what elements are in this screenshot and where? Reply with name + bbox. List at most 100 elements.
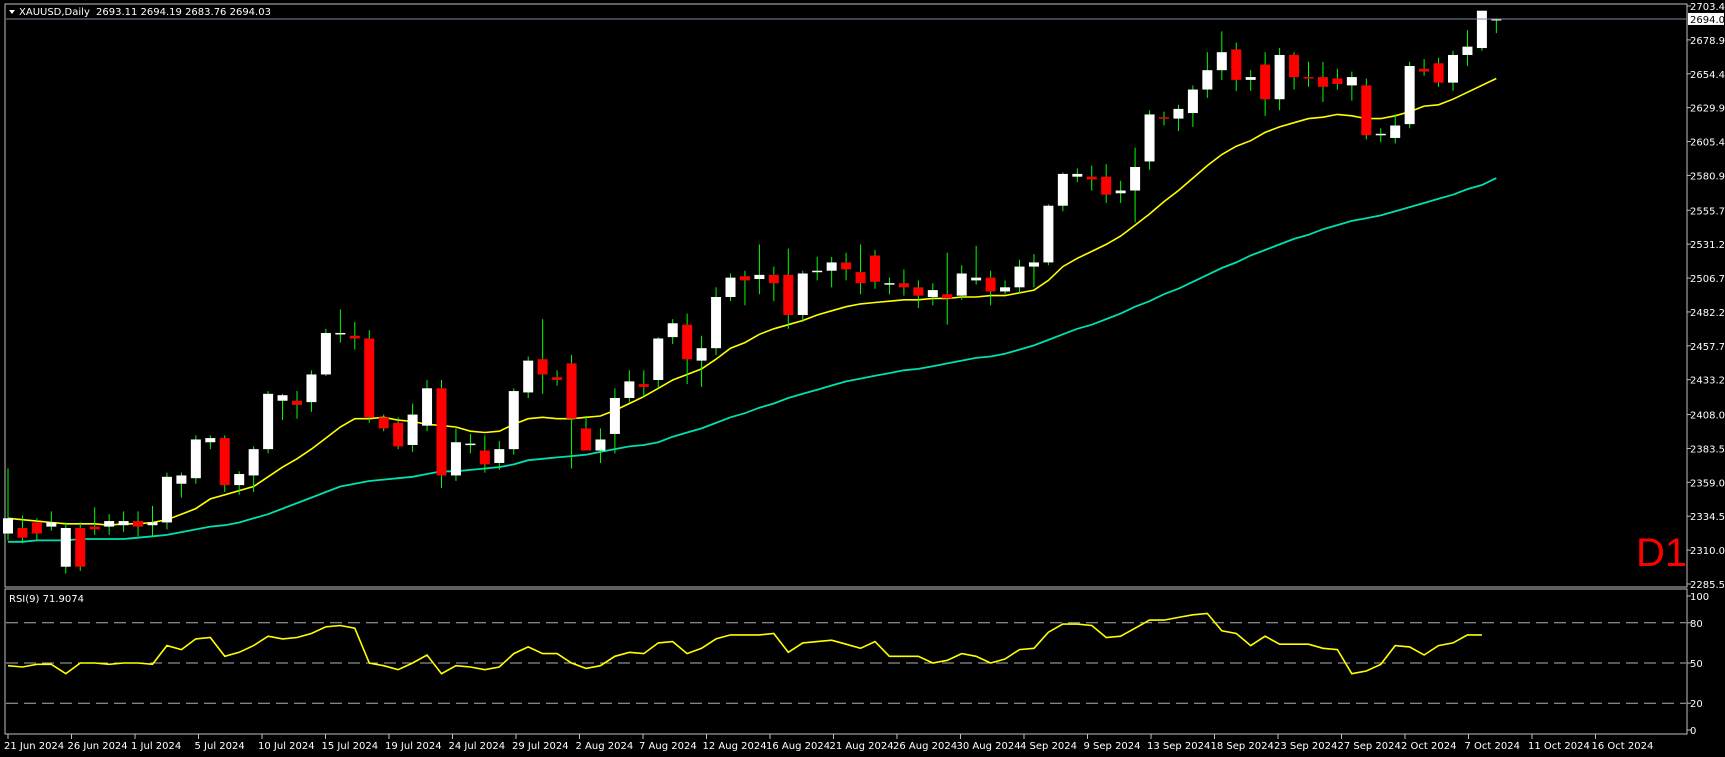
candle-bull	[927, 290, 938, 298]
candle-bull	[190, 439, 201, 479]
timeframe-watermark: D1	[1636, 531, 1687, 575]
candle-bull	[653, 338, 664, 380]
price-tick-label: 2482.20	[1690, 308, 1725, 319]
price-tick-label: 2383.50	[1690, 444, 1725, 455]
candle-bull	[60, 527, 71, 567]
time-tick-label: 27 Sep 2024	[1338, 741, 1401, 752]
time-tick-label: 21 Aug 2024	[830, 741, 894, 752]
time-tick-label: 5 Jul 2024	[195, 741, 245, 752]
candle-bull	[797, 273, 808, 315]
candle-bull	[422, 388, 433, 426]
candle-bull	[335, 332, 346, 335]
time-tick-label: 18 Sep 2024	[1211, 741, 1274, 752]
candle-bull	[956, 273, 967, 296]
rsi-axis: 100 80 50 20 0	[1687, 592, 1709, 737]
candle-bull	[3, 518, 13, 534]
price-tick-label: 2285.50	[1690, 580, 1725, 591]
candle-bull	[46, 522, 57, 527]
candle-bear	[436, 388, 447, 476]
candle-bull	[523, 360, 534, 393]
price-tick-label: 2678.90	[1690, 36, 1725, 47]
time-tick-label: 21 Jun 2024	[4, 741, 64, 752]
rsi-tick-label: 0	[1690, 726, 1696, 737]
price-tick-label: 2703.40	[1690, 2, 1725, 13]
time-tick-label: 12 Aug 2024	[703, 741, 767, 752]
price-tick-label: 2580.90	[1690, 171, 1725, 182]
candle-bear	[768, 274, 779, 284]
rsi-series	[7, 612, 1482, 675]
ma-fast-series	[7, 77, 1497, 527]
candle-bull	[812, 270, 823, 273]
candle-bear	[913, 287, 924, 296]
time-tick-label: 11 Oct 2024	[1528, 741, 1590, 752]
time-tick-label: 24 Jul 2024	[449, 741, 506, 752]
candle-bull	[667, 323, 678, 338]
candle-bear	[1419, 68, 1430, 72]
candle-bull	[234, 474, 245, 486]
candle-bull	[1202, 70, 1213, 90]
ma-slow-series	[8, 177, 1497, 543]
candle-bull	[1491, 18, 1502, 21]
price-tick-label: 2408.00	[1690, 411, 1725, 422]
rsi-tick-label: 50	[1690, 659, 1703, 670]
candle-bear	[1361, 85, 1372, 136]
candle-bear	[479, 450, 490, 465]
candle-bull	[696, 348, 707, 361]
candle-bull	[711, 297, 722, 349]
candle-bull	[609, 397, 620, 434]
candle-bear	[537, 359, 548, 375]
candle-bull	[1390, 125, 1401, 138]
time-tick-label: 26 Aug 2024	[893, 741, 957, 752]
candle-bull	[1043, 205, 1054, 263]
rsi-tick-label: 100	[1690, 592, 1709, 603]
rsi-line	[7, 612, 1482, 675]
candle-bear	[31, 522, 42, 534]
candle-bull	[450, 442, 461, 476]
candle-bull	[1072, 173, 1083, 177]
candle-bear	[393, 422, 404, 447]
candle-bull	[1014, 266, 1025, 288]
rsi-panel-frame	[4, 588, 1688, 735]
time-tick-label: 26 Jun 2024	[68, 741, 128, 752]
candle-bull	[306, 374, 317, 403]
price-tick-label: 2654.40	[1690, 70, 1725, 81]
candle-bear	[581, 428, 591, 451]
candle-bear	[1303, 77, 1314, 79]
rsi-title-label: RSI(9) 71.9074	[9, 594, 84, 605]
triangle-down-icon[interactable]	[9, 10, 15, 14]
time-tick-label: 9 Sep 2024	[1084, 741, 1141, 752]
symbol-label: XAUUSD,Daily	[19, 7, 90, 18]
time-tick-label: 23 Sep 2024	[1274, 741, 1337, 752]
candle-bull	[465, 443, 476, 446]
price-axis: 2703.40 2678.90 2654.40 2629.90 2605.40 2580.…	[1687, 2, 1725, 591]
candles-series	[3, 10, 1502, 574]
price-tick-label: 2555.70	[1690, 206, 1725, 217]
candle-bear	[566, 363, 577, 419]
candle-bear	[942, 294, 953, 299]
time-tick-label: 10 Jul 2024	[258, 741, 315, 752]
candle-bear	[1231, 49, 1242, 80]
time-tick-label: 19 Jul 2024	[385, 741, 442, 752]
ma-slow-line	[8, 177, 1497, 543]
last-price-badge	[1688, 12, 1724, 25]
candle-bull	[1448, 54, 1458, 83]
price-tick-label: 2531.20	[1690, 240, 1725, 251]
candle-bear	[855, 272, 866, 284]
candle-bear	[133, 521, 144, 527]
price-tick-label: 2310.00	[1690, 546, 1725, 557]
candle-bull	[104, 521, 115, 527]
candle-bull	[1028, 262, 1039, 267]
candle-bull	[508, 391, 519, 450]
candle-bear	[378, 417, 389, 429]
candle-bull	[176, 475, 187, 484]
candle-bull	[1375, 133, 1386, 136]
rsi-tick-label: 80	[1690, 619, 1703, 630]
time-tick-label: 16 Oct 2024	[1592, 741, 1654, 752]
candle-bull	[624, 381, 635, 398]
ma-fast-line	[7, 77, 1497, 527]
candle-bear	[985, 277, 996, 292]
candle-bull	[494, 449, 505, 463]
candle-bear	[638, 384, 649, 387]
candle-bear	[364, 338, 375, 418]
